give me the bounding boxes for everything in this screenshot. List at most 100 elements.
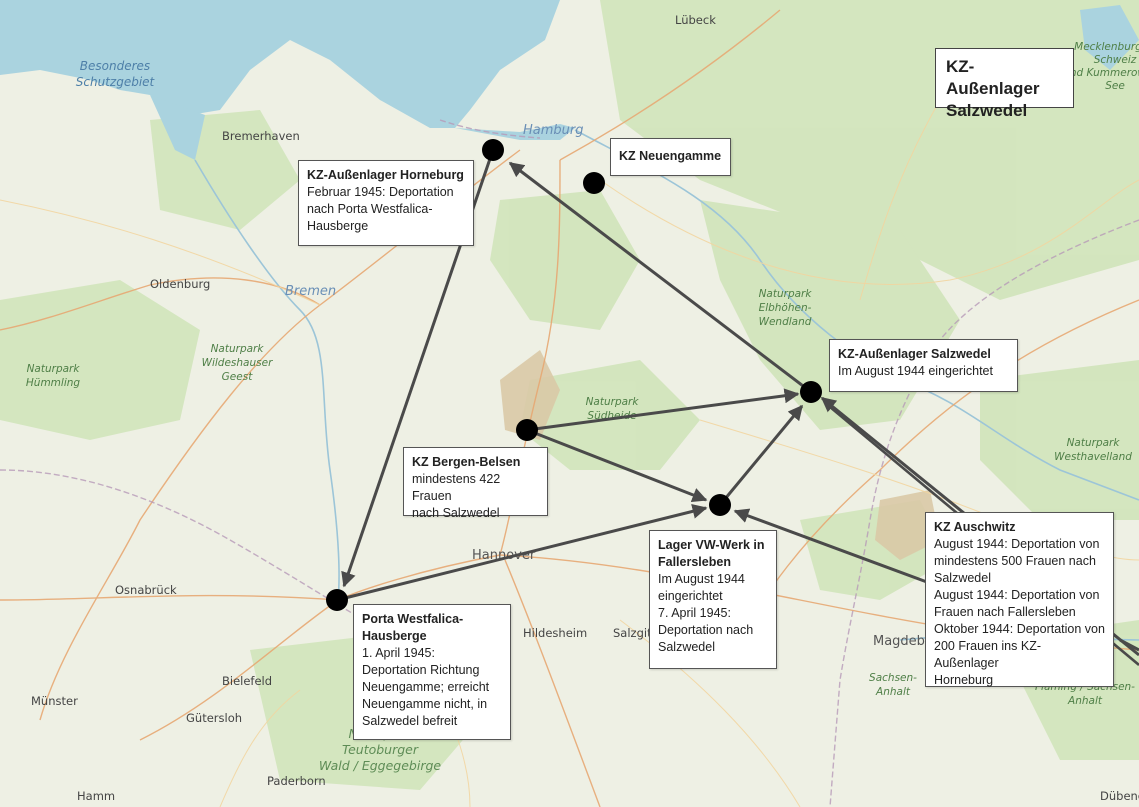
- city-label: Gütersloh: [186, 711, 242, 725]
- city-label: Bielefeld: [222, 674, 272, 688]
- info-title: KZ-Außenlager Salzwedel: [838, 347, 991, 361]
- camp-markers[interactable]: [326, 139, 822, 611]
- region-label: Westhavelland: [1054, 451, 1132, 463]
- region-label: Wendland: [759, 316, 812, 328]
- info-title: Porta Westfalica-: [362, 612, 464, 626]
- info-line: Im August 1944: [658, 572, 745, 586]
- region-label: Hümmling: [26, 377, 80, 389]
- marker-fallersleben: [709, 494, 731, 516]
- info-line: Salzwedel: [934, 571, 991, 585]
- region-label: Naturpark: [211, 343, 265, 355]
- info-line: Salzwedel: [658, 640, 715, 654]
- info-title: KZ Auschwitz: [934, 520, 1016, 534]
- info-line: nach Porta Westfalica-: [307, 202, 433, 216]
- region-label: Sachsen-: [869, 672, 917, 684]
- heath-area-east: [875, 490, 940, 560]
- water-label: Schutzgebiet: [76, 75, 156, 89]
- marker-porta-westfalica: [326, 589, 348, 611]
- marker-horneburg: [482, 139, 504, 161]
- info-line: Im August 1944 eingerichtet: [838, 364, 993, 378]
- region-label: Elbhöhen-: [759, 302, 812, 314]
- city-label: Paderborn: [267, 774, 326, 788]
- city-label: Dübener: [1100, 789, 1139, 803]
- map-title-line: KZ-Außenlager: [946, 57, 1040, 98]
- info-line: Neuengamme; erreicht: [362, 680, 490, 694]
- info-line: Frauen nach Fallersleben: [934, 605, 1076, 619]
- region-label: Mecklenburg: [1074, 41, 1139, 53]
- info-line: 200 Frauen ins KZ-Außenlager: [934, 639, 1041, 670]
- region-label: Geest: [222, 371, 254, 383]
- city-label: Münster: [31, 694, 78, 708]
- city-label: Bremen: [285, 284, 336, 299]
- info-title: KZ-Außenlager Horneburg: [307, 168, 464, 182]
- info-line: mindestens 500 Frauen nach: [934, 554, 1096, 568]
- info-title: Fallersleben: [658, 555, 731, 569]
- info-line: August 1944: Deportation von: [934, 537, 1100, 551]
- region-label: Naturpark: [586, 396, 640, 408]
- route-bergen-fallersleben: [526, 428, 708, 503]
- info-box-fallersleben[interactable]: Lager VW-Werk in Fallersleben Im August …: [649, 530, 777, 669]
- info-title: KZ Neuengamme: [619, 149, 722, 163]
- region-label: Naturpark: [27, 363, 81, 375]
- info-line: Deportation nach: [658, 623, 754, 637]
- region-label: Wildeshauser: [202, 357, 273, 369]
- region-label: und Kummerower: [1063, 67, 1139, 79]
- region-label: Teutoburger: [342, 742, 419, 757]
- info-line: August 1944: Deportation von: [934, 588, 1100, 602]
- route-auschwitz-fallersleben: [733, 508, 936, 587]
- info-title: KZ Bergen-Belsen: [412, 455, 521, 469]
- info-box-neuengamme[interactable]: KZ Neuengamme: [610, 138, 731, 176]
- lake-mueritz: [1080, 5, 1139, 70]
- info-line: Hausberge: [307, 219, 369, 233]
- info-title: Lager VW-Werk in: [658, 538, 765, 552]
- map-title-line: Salzwedel: [946, 101, 1028, 120]
- marker-neuengamme: [583, 172, 605, 194]
- region-label: Anhalt: [875, 686, 911, 698]
- info-line: 1. April 1945:: [362, 646, 435, 660]
- route-salzwedel-horneburg: [508, 161, 812, 394]
- info-line: nach Salzwedel: [412, 506, 500, 520]
- water-label: Besonderes: [80, 59, 150, 73]
- region-label: Wald / Eggegebirge: [319, 758, 441, 773]
- info-line: eingerichtet: [658, 589, 723, 603]
- roads-minor: [0, 99, 1139, 807]
- info-line: Neuengamme nicht, in: [362, 697, 488, 711]
- route-auschwitz-edge: [1119, 638, 1139, 652]
- city-label: Osnabrück: [115, 583, 177, 597]
- region-label: See: [1105, 80, 1125, 92]
- north-sea: [0, 0, 560, 128]
- city-label: Hamburg: [523, 123, 584, 138]
- info-line: Salzwedel befreit: [362, 714, 458, 728]
- info-line: mindestens 422 Frauen: [412, 472, 501, 503]
- info-box-salzwedel[interactable]: KZ-Außenlager Salzwedel Im August 1944 e…: [829, 339, 1018, 392]
- info-line: Deportation Richtung: [362, 663, 480, 677]
- map-title: KZ-Außenlager Salzwedel: [935, 48, 1074, 120]
- elbe-river: [455, 124, 575, 140]
- city-label: Lübeck: [675, 13, 716, 27]
- city-label: Oldenburg: [150, 277, 210, 291]
- marker-salzwedel: [800, 381, 822, 403]
- region-label: Naturpark: [759, 288, 813, 300]
- weser-estuary: [150, 95, 205, 160]
- city-label: Hannover: [472, 548, 536, 563]
- info-title: Hausberge: [362, 629, 427, 643]
- info-box-porta-westfalica[interactable]: Porta Westfalica- Hausberge 1. April 194…: [353, 604, 511, 740]
- city-label: Hamm: [77, 789, 115, 803]
- info-line: 7. April 1945:: [658, 606, 731, 620]
- marker-bergen-belsen: [516, 419, 538, 441]
- city-label: Hildesheim: [523, 626, 587, 640]
- city-label: Bremerhaven: [222, 129, 300, 143]
- info-box-horneburg[interactable]: KZ-Außenlager Horneburg Februar 1945: De…: [298, 160, 474, 246]
- heath-area: [500, 350, 560, 440]
- info-line: Horneburg: [934, 673, 994, 687]
- info-line: Oktober 1944: Deportation von: [934, 622, 1105, 636]
- region-label: Schweiz: [1094, 54, 1137, 66]
- route-porta-fallersleben: [336, 503, 708, 602]
- info-line: Februar 1945: Deportation: [307, 185, 454, 199]
- region-label: Anhalt: [1067, 695, 1103, 707]
- route-bergen-salzwedel: [526, 388, 800, 432]
- region-label: Naturpark: [1067, 437, 1121, 449]
- info-box-bergen-belsen[interactable]: KZ Bergen-Belsen mindestens 422 Frauen n…: [403, 447, 548, 520]
- route-fallersleben-salzwedel: [718, 404, 804, 506]
- info-box-auschwitz[interactable]: KZ Auschwitz August 1944: Deportation vo…: [925, 512, 1114, 687]
